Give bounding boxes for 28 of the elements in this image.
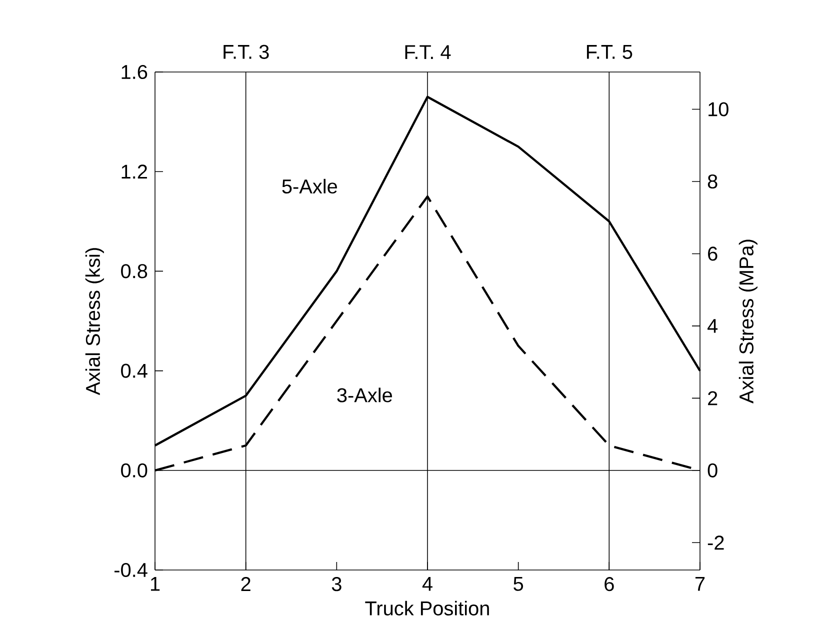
ref-line-label: F.T. 4 [405,45,451,59]
series-label: 5-Axle [282,178,337,194]
y2-tick-label: 4 [708,319,718,333]
y-tick-label: 1.2 [122,164,147,179]
ref-line-label: F.T. 5 [586,45,632,59]
y-tick-label: 0.4 [121,364,148,378]
y2-tick-label: -2 [708,536,724,550]
x-tick-label: 5 [514,577,524,591]
y2-tick-label: 0 [708,463,718,478]
y2-tick-label: 8 [708,174,718,189]
x-tick-label: 3 [332,577,342,592]
y-tick-label: 1.6 [122,64,148,80]
y-tick-label: 0.0 [121,463,148,478]
ref-line-label: F.T. 3 [224,44,269,59]
y-axis-title: Axial Stress (ksi) [85,248,104,396]
y-tick-label: -0.4 [114,562,148,578]
y2-tick-label: 6 [708,246,718,261]
x-tick-label: 2 [241,577,250,591]
x-tick-label: 4 [422,577,432,591]
x-tick-label: 6 [604,577,614,592]
x-axis-title: Truck Position [365,600,489,616]
y2-axis-title: Axial Stress (MPa) [738,240,758,404]
y2-tick-label: 10 [708,102,728,116]
series-label: 3-Axle [337,388,392,402]
y2-tick-label: 2 [708,391,718,406]
y-tick-label: 0.8 [121,264,148,278]
x-tick-label: 1 [150,577,160,591]
x-tick-label: 7 [695,577,705,591]
